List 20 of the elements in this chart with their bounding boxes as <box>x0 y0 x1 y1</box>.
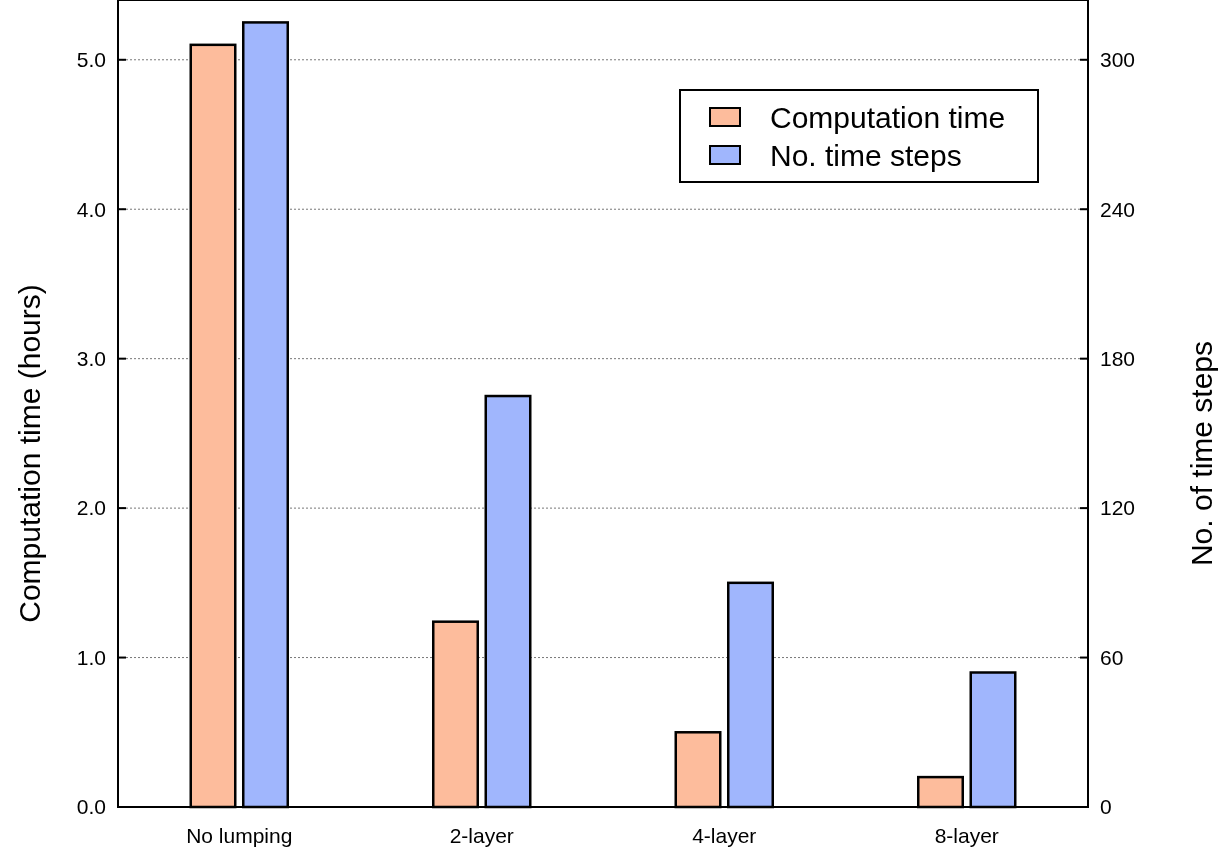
y-tick-label: 5.0 <box>76 48 106 72</box>
y-tick-label: 3.0 <box>76 347 106 371</box>
y-tick-label: 2.0 <box>76 496 106 520</box>
y2-tick-label: 120 <box>1100 496 1136 520</box>
y2-tick-label: 240 <box>1100 197 1136 221</box>
y-tick-label: 4.0 <box>76 197 106 221</box>
y-tick-label: 1.0 <box>76 645 106 669</box>
legend-label: Computation time <box>770 100 1006 134</box>
x-tick-label: No lumping <box>186 824 293 847</box>
y2-tick-label: 300 <box>1100 48 1136 72</box>
x-tick-label: 4-layer <box>692 824 757 847</box>
y2-tick-label: 180 <box>1100 347 1136 371</box>
y2-tick-label: 0 <box>1100 795 1112 819</box>
y2-tick-label: 60 <box>1100 645 1124 669</box>
x-tick-label: 2-layer <box>449 824 514 847</box>
x-tick-label: 8-layer <box>934 824 999 847</box>
y2-axis-title: No. of time steps <box>1185 340 1218 567</box>
legend-label: No. time steps <box>770 138 962 172</box>
y-axis-title: Computation time (hours) <box>13 284 46 623</box>
y-tick-label: 0.0 <box>76 795 106 819</box>
